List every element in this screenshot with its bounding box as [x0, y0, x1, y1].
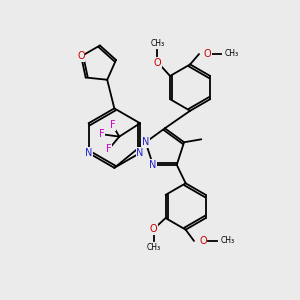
Text: O: O: [150, 224, 158, 234]
Text: F: F: [99, 129, 105, 139]
Text: F: F: [110, 120, 116, 130]
Text: O: O: [204, 49, 211, 59]
Text: N: N: [142, 137, 149, 147]
Text: N: N: [85, 148, 92, 158]
Text: CH₃: CH₃: [220, 236, 234, 245]
Text: CH₃: CH₃: [224, 50, 239, 58]
Text: F: F: [106, 144, 112, 154]
Text: O: O: [199, 236, 207, 246]
Text: CH₃: CH₃: [150, 39, 164, 48]
Text: CH₃: CH₃: [147, 243, 161, 252]
Text: N: N: [136, 148, 144, 158]
Text: O: O: [154, 58, 161, 68]
Text: O: O: [77, 51, 85, 61]
Text: N: N: [149, 160, 157, 170]
